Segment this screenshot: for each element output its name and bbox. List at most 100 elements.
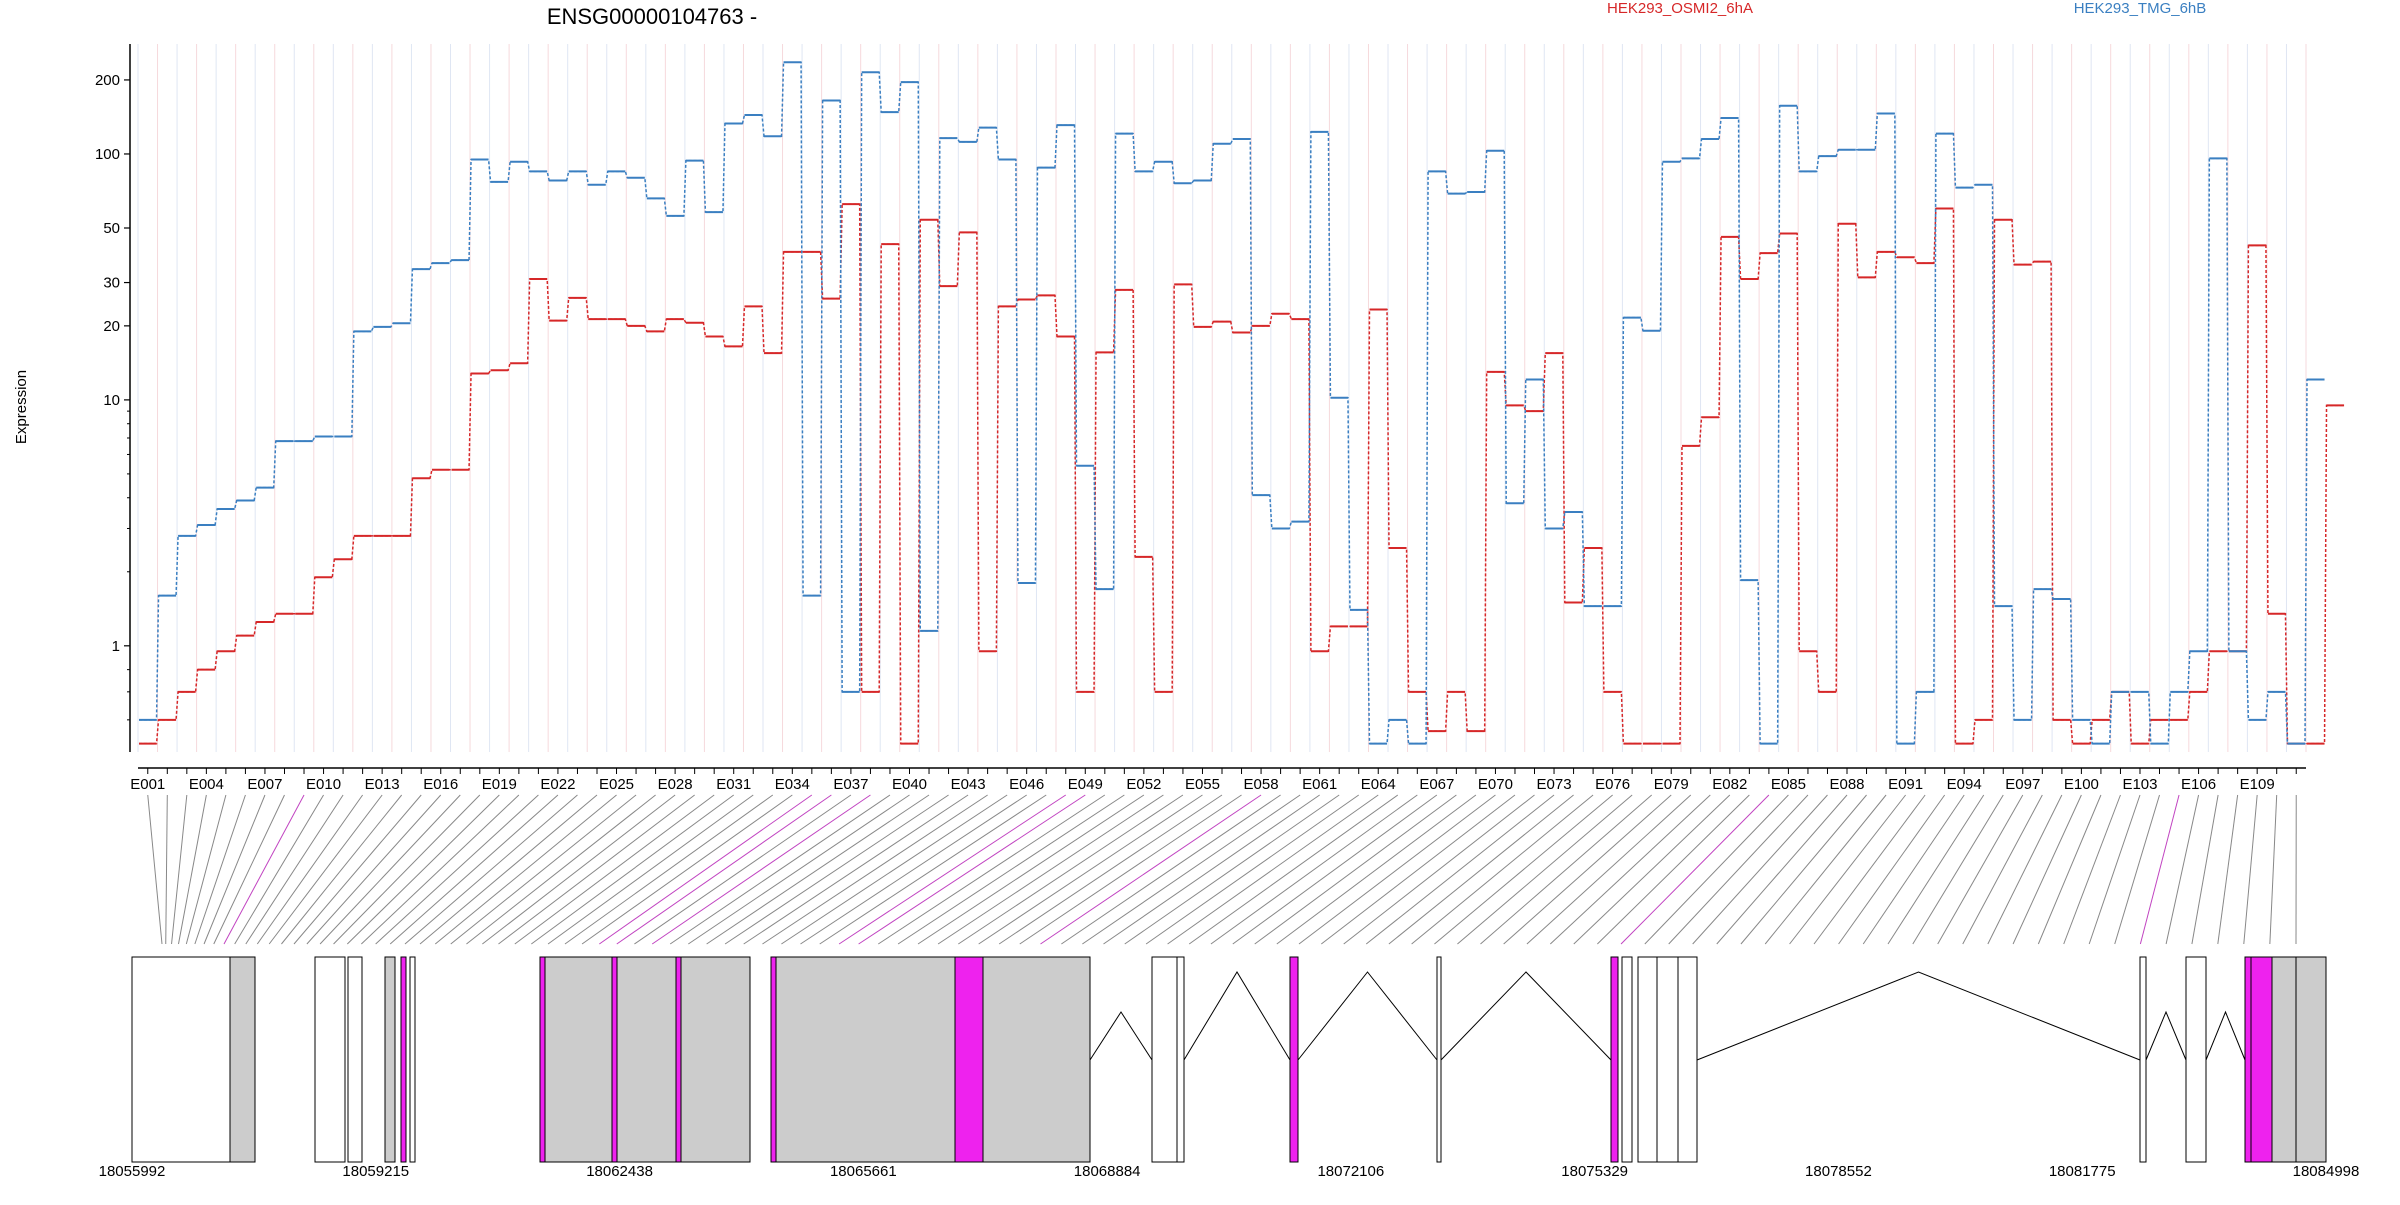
exon-box	[401, 957, 406, 1162]
exon-box	[132, 957, 230, 1162]
exon-box	[676, 957, 681, 1162]
legend-entry-tmg: HEK293_TMG_6hB	[2074, 0, 2207, 17]
exon-connector	[1550, 795, 1710, 944]
exon-box	[1657, 957, 1678, 1162]
exon-connector	[1434, 795, 1612, 944]
legend-entry-osmi2: HEK293_OSMI2_6hA	[1607, 0, 1753, 17]
vertical-gridlines	[138, 44, 2306, 752]
exon-connector	[1888, 795, 1984, 944]
exon-box	[1622, 957, 1632, 1162]
exon-connector	[435, 795, 616, 944]
exon-connector	[172, 795, 187, 944]
exon-connector	[1839, 795, 1945, 944]
exon-tick-label: E073	[1537, 776, 1572, 793]
exon-connector	[1913, 795, 2003, 944]
exon-box	[2296, 957, 2326, 1162]
exon-connector	[2270, 795, 2277, 944]
exon-box	[1437, 957, 1441, 1162]
exon-connector	[390, 795, 558, 944]
exon-tick-label: E037	[833, 776, 868, 793]
exon-box	[1638, 957, 1657, 1162]
exon-connector	[2064, 795, 2121, 944]
exon-connector	[204, 795, 265, 944]
exon-connector	[2140, 795, 2179, 944]
exon-tick-label: E091	[1888, 776, 1923, 793]
exon-connector	[1211, 795, 1417, 944]
exon-tick-label: E103	[2122, 776, 2157, 793]
exon-box	[410, 957, 415, 1162]
exon-connector	[2218, 795, 2238, 944]
genomic-tick-label: 18084998	[2293, 1163, 2360, 1180]
exon-tick-label: E034	[775, 776, 810, 793]
exon-box	[955, 957, 983, 1162]
exon-tick-label: E094	[1947, 776, 1982, 793]
exon-connector	[1621, 795, 1769, 944]
exon-box	[545, 957, 750, 1162]
exon-connector	[1574, 795, 1730, 944]
exon-connector	[294, 795, 421, 944]
exon-connector	[1717, 795, 1847, 944]
exon-connector	[1504, 795, 1672, 944]
exon-box	[2272, 957, 2296, 1162]
exon-tick-label: E049	[1068, 776, 1103, 793]
exon-connector	[1963, 795, 2043, 944]
exon-connector	[744, 795, 968, 944]
exon-tick-label: E019	[482, 776, 517, 793]
exon-tick-label: E004	[189, 776, 224, 793]
exon-connector	[1814, 795, 1925, 944]
exon-connector	[148, 795, 162, 944]
exon-box	[2140, 957, 2146, 1162]
exon-connector	[1103, 795, 1319, 944]
y-tick-label: 100	[95, 146, 120, 163]
y-tick-label: 30	[103, 275, 120, 292]
genomic-tick-label: 18068884	[1074, 1163, 1141, 1180]
exon-connector	[307, 795, 441, 944]
exon-connector	[762, 795, 987, 944]
exon-tick-label: E031	[716, 776, 751, 793]
exon-box	[230, 957, 255, 1162]
exon-tick-label: E097	[2005, 776, 2040, 793]
exon-tick-label: E046	[1009, 776, 1044, 793]
exon-connector	[1082, 795, 1300, 944]
exon-connector	[1938, 795, 2023, 944]
exon-box	[776, 957, 1090, 1162]
genomic-tick-label: 18065661	[830, 1163, 897, 1180]
intron-line	[2146, 1012, 2186, 1060]
exon-connector	[2115, 795, 2160, 944]
exon-connector	[2192, 795, 2218, 944]
exon-connector	[1233, 795, 1437, 944]
genomic-tick-label: 18075329	[1561, 1163, 1628, 1180]
exon-box	[771, 957, 776, 1162]
exon-tick-label: E043	[951, 776, 986, 793]
intron-line	[1184, 972, 1290, 1060]
exon-connector	[1669, 795, 1808, 944]
exon-connector	[1061, 795, 1280, 944]
exon-tick-label: E052	[1126, 776, 1161, 793]
exon-connector	[781, 795, 1007, 944]
exon-connector	[1321, 795, 1515, 944]
exon-tick-label: E013	[365, 776, 400, 793]
exon-connector	[1168, 795, 1379, 944]
exon-tick-label: E082	[1712, 776, 1747, 793]
exon-connector	[405, 795, 577, 944]
exon-tick-label: E001	[130, 776, 165, 793]
y-tick-label: 200	[95, 72, 120, 89]
intron-line	[1298, 972, 1437, 1060]
exon-connector	[1457, 795, 1632, 944]
exon-tick-label: E070	[1478, 776, 1513, 793]
exon-tick-label: E064	[1361, 776, 1396, 793]
exon-box	[1678, 957, 1697, 1162]
exon-box	[1152, 957, 1177, 1162]
exon-connector	[1366, 795, 1554, 944]
exon-tick-label: E040	[892, 776, 927, 793]
genomic-tick-label: 18081775	[2049, 1163, 2116, 1180]
exon-connector	[1389, 795, 1574, 944]
exon-tick-label: E109	[2240, 776, 2275, 793]
genomic-tick-label: 18062438	[586, 1163, 653, 1180]
exon-connector	[347, 795, 499, 944]
exon-tick-label: E067	[1419, 776, 1454, 793]
